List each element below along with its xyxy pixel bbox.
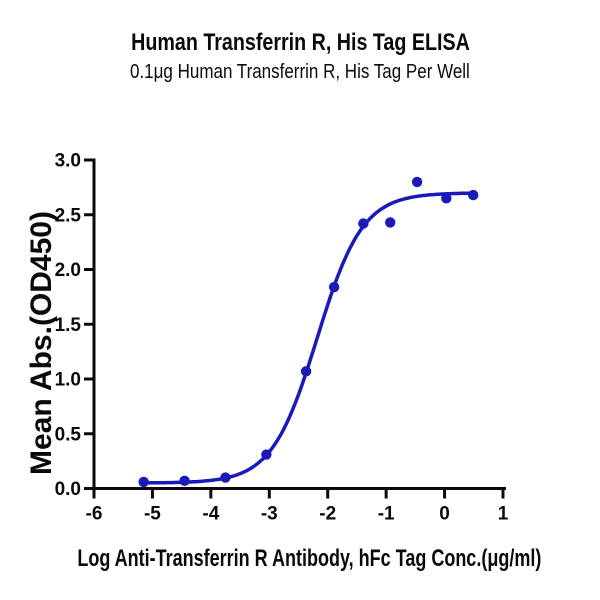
y-tick-label: 3.0 bbox=[55, 151, 81, 172]
fit-curve bbox=[141, 191, 475, 485]
x-axis-title-text: Log Anti-Transferrin R Antibody, hFc Tag… bbox=[77, 545, 542, 572]
y-tick-label: 2.5 bbox=[55, 205, 82, 226]
chart-subtitle-text: 0.1μg Human Transferrin R, His Tag Per W… bbox=[130, 61, 470, 83]
x-tick-label: -6 bbox=[86, 504, 103, 525]
x-tick-label: 0 bbox=[439, 504, 450, 525]
y-tick-label: 0.0 bbox=[55, 479, 81, 500]
x-axis-title: Log Anti-Transferrin R Antibody, hFc Tag… bbox=[0, 545, 541, 573]
data-point bbox=[261, 449, 272, 460]
y-axis-title-text: Mean Abs.(OD450) bbox=[25, 211, 58, 475]
chart-subtitle: 0.1μg Human Transferrin R, His Tag Per W… bbox=[0, 61, 600, 84]
x-tick-label: -3 bbox=[261, 504, 278, 525]
chart-title: Human Transferrin R, His Tag ELISA bbox=[0, 29, 600, 57]
x-tick-label: -1 bbox=[378, 504, 395, 525]
data-point bbox=[138, 476, 149, 488]
data-point bbox=[411, 176, 423, 188]
data-point bbox=[179, 475, 190, 487]
data-point bbox=[385, 217, 396, 228]
x-tick-label: -5 bbox=[144, 504, 161, 525]
y-tick-label: 1.5 bbox=[55, 315, 82, 336]
y-tick-label: 2.0 bbox=[55, 260, 81, 281]
data-point bbox=[220, 472, 231, 483]
y-tick-label: 0.5 bbox=[55, 424, 82, 445]
data-point bbox=[328, 281, 340, 293]
x-tick-label: -2 bbox=[319, 504, 336, 525]
data-point bbox=[300, 366, 312, 377]
x-tick-label: -4 bbox=[202, 504, 219, 525]
data-point bbox=[441, 193, 452, 204]
data-point bbox=[358, 218, 369, 229]
x-tick-label: 1 bbox=[498, 504, 509, 525]
data-point bbox=[468, 189, 479, 201]
chart-title-text: Human Transferrin R, His Tag ELISA bbox=[130, 29, 470, 56]
y-tick-label: 1.0 bbox=[55, 370, 81, 391]
